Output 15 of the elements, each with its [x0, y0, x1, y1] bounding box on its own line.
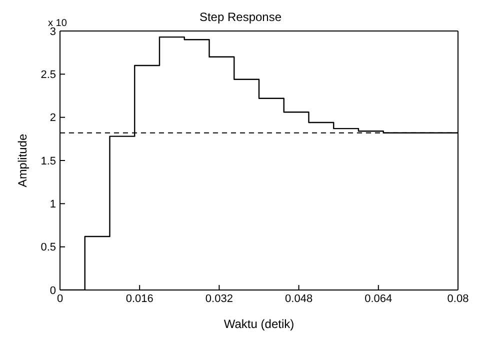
y-axis-title: Amplitude	[15, 134, 30, 188]
y-tick-label: 0	[50, 284, 56, 297]
x-axis-title: Waktu (detik)	[224, 317, 294, 331]
x-tick-label: 0.08	[447, 292, 469, 305]
x-tick-label: 0.032	[205, 292, 233, 305]
x-tick-label: 0.048	[285, 292, 313, 305]
x-tick-label: 0.016	[126, 292, 154, 305]
y-tick-label: 3	[50, 26, 56, 38]
y-tick-label: 2.5	[40, 69, 56, 82]
x-tick-label: 0.064	[364, 292, 392, 305]
y-tick-label: 2	[50, 112, 56, 124]
y-tick-label: 1.5	[40, 155, 56, 168]
y-tick-label: 0.5	[40, 242, 56, 254]
chart-title: Step Response	[199, 10, 282, 24]
y-tick-label: 1	[50, 198, 56, 211]
